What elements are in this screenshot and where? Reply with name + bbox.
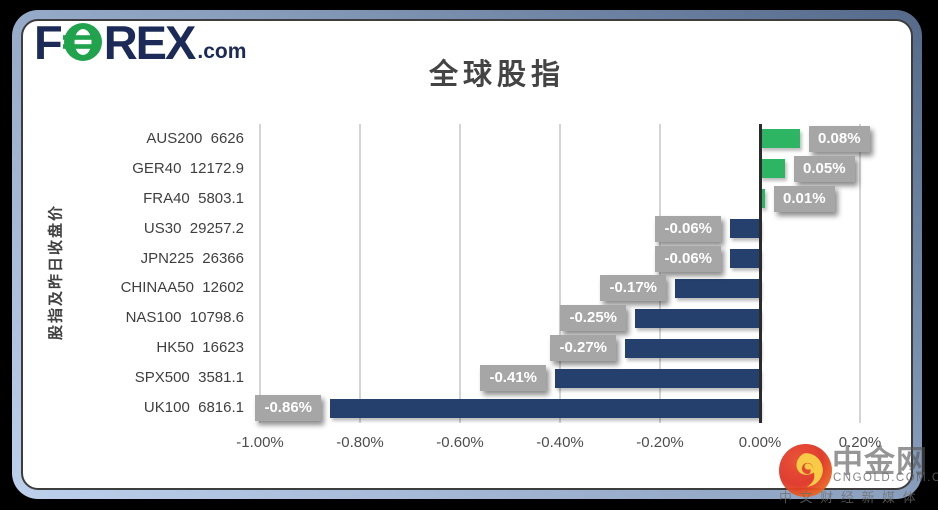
category-label: AUS200 6626 bbox=[146, 129, 244, 147]
chart-bar bbox=[330, 398, 760, 418]
x-tick-label: 0.20% bbox=[838, 434, 882, 451]
chart-card-frame bbox=[12, 10, 922, 499]
value-label: -0.17% bbox=[600, 275, 666, 302]
value-label: 0.01% bbox=[774, 185, 835, 212]
chart-bar bbox=[760, 129, 800, 149]
gridline bbox=[259, 124, 261, 423]
x-tick-label: -0.80% bbox=[336, 434, 384, 451]
value-label: 0.05% bbox=[794, 155, 855, 182]
value-label: -0.27% bbox=[550, 335, 616, 362]
gridline bbox=[859, 124, 861, 423]
gridline bbox=[559, 124, 561, 423]
category-label: UK100 6816.1 bbox=[143, 399, 244, 417]
forex-logo: F REX .com bbox=[34, 16, 247, 69]
chart-bar bbox=[760, 189, 765, 209]
category-label: HK50 16623 bbox=[156, 339, 244, 357]
category-label: FRA40 5803.1 bbox=[143, 189, 244, 207]
category-label: US30 29257.2 bbox=[143, 219, 244, 237]
category-label: JPN225 26366 bbox=[140, 249, 244, 267]
forex-logo-letters-rex: REX bbox=[103, 16, 197, 69]
x-tick-label: -0.60% bbox=[436, 434, 484, 451]
category-label: GER40 12172.9 bbox=[132, 159, 244, 177]
chart-bar bbox=[555, 368, 760, 388]
category-label: NAS100 10798.6 bbox=[125, 309, 244, 327]
x-tick-label: -0.40% bbox=[536, 434, 584, 451]
value-label: 0.08% bbox=[809, 125, 870, 152]
chart-bar bbox=[675, 278, 760, 298]
chart-title: 全球股指 bbox=[428, 59, 566, 91]
chart-bar bbox=[730, 219, 760, 239]
value-label: -0.25% bbox=[560, 305, 626, 332]
chart-bar bbox=[760, 159, 785, 179]
zero-axis-line bbox=[758, 124, 762, 423]
gridline bbox=[359, 124, 361, 423]
gridline bbox=[659, 124, 661, 423]
category-label: CHINAA50 12602 bbox=[120, 279, 244, 297]
y-axis-title: 股指及昨日收盘价 bbox=[47, 203, 65, 341]
x-tick-label: 0.00% bbox=[738, 434, 782, 451]
x-tick-label: -0.20% bbox=[636, 434, 684, 451]
value-label: -0.06% bbox=[655, 245, 721, 272]
forex-logo-o-icon bbox=[62, 23, 102, 61]
category-label: SPX500 3581.1 bbox=[134, 369, 244, 387]
value-label: -0.41% bbox=[480, 365, 546, 392]
chart-bar bbox=[730, 249, 760, 269]
x-tick-label: -1.00% bbox=[236, 434, 284, 451]
gridline bbox=[459, 124, 461, 423]
chart-bar bbox=[625, 338, 760, 358]
value-label: -0.86% bbox=[255, 395, 321, 422]
forex-logo-tld: .com bbox=[197, 40, 247, 63]
forex-logo-letter-f: F bbox=[34, 16, 63, 69]
value-label: -0.06% bbox=[655, 215, 721, 242]
chart-bar bbox=[635, 308, 760, 328]
